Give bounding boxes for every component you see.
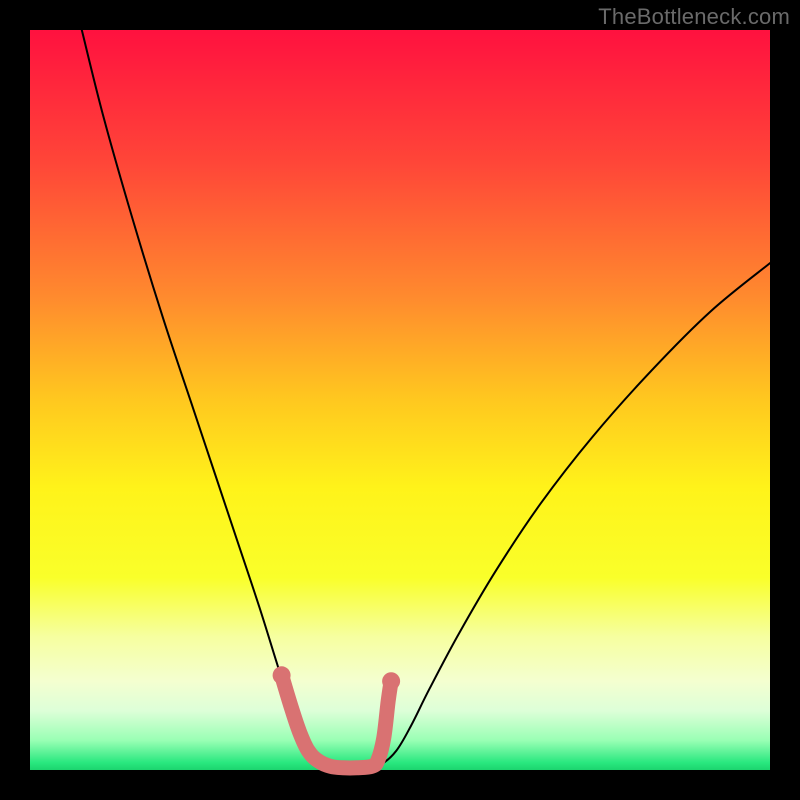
bottleneck-chart [0,0,800,800]
chart-stage: TheBottleneck.com [0,0,800,800]
optimal-range-endpoint [382,672,400,690]
optimal-range-endpoint [273,666,291,684]
plot-gradient-bg [30,30,770,770]
